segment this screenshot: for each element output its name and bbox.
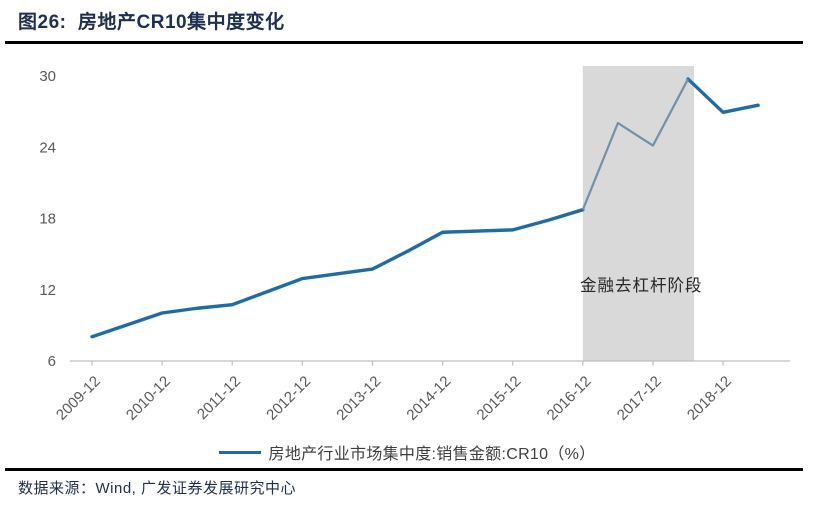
data-source: 数据来源：Wind, 广发证券发展研究中心 xyxy=(18,480,297,497)
cr10-line-segment-post-band xyxy=(686,77,760,115)
y-axis-label: 24 xyxy=(39,139,56,156)
y-axis-label: 6 xyxy=(48,353,56,370)
x-axis-label: 2014-12 xyxy=(403,373,454,424)
x-axis-label: 2010-12 xyxy=(123,373,174,424)
x-axis-label: 2009-12 xyxy=(53,373,104,424)
y-axis-label: 12 xyxy=(39,282,56,299)
x-axis-label: 2016-12 xyxy=(544,373,595,424)
highlight-band xyxy=(582,66,695,361)
legend-label: 房地产行业市场集中度:销售金额:CR10（%） xyxy=(268,446,596,463)
x-axis-label: 2017-12 xyxy=(614,373,665,424)
cr10-line-segment-in-band xyxy=(581,78,689,211)
footer-divider xyxy=(5,468,803,471)
cr10-line-segment-pre-band xyxy=(90,207,585,339)
y-axis-label: 30 xyxy=(39,68,56,85)
x-axis-label: 2011-12 xyxy=(194,373,244,423)
x-axis-label: 2015-12 xyxy=(474,373,525,424)
legend: 房地产行业市场集中度:销售金额:CR10（%） xyxy=(0,440,814,464)
title-divider xyxy=(5,41,803,44)
x-axis-label: 2013-12 xyxy=(333,373,384,424)
legend-line-swatch xyxy=(218,450,261,454)
figure-title: 图26: 房地产CR10集中度变化 xyxy=(18,12,285,33)
x-axis-label: 2018-12 xyxy=(684,373,735,424)
x-axis-label: 2012-12 xyxy=(263,373,314,424)
y-axis-label: 18 xyxy=(39,211,56,228)
band-annotation: 金融去杠杆阶段 xyxy=(580,276,703,295)
